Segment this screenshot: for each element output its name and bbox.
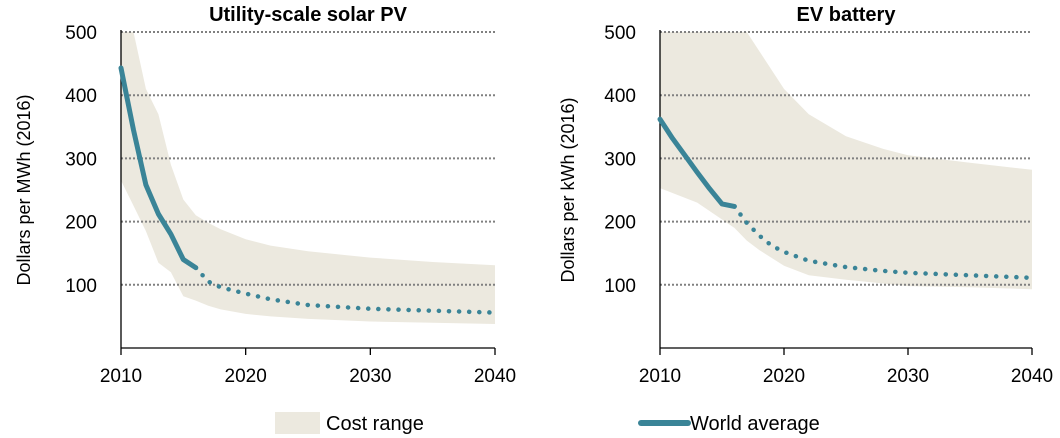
legend: Cost range World average xyxy=(275,412,820,435)
y-tick-label: 200 xyxy=(65,213,97,234)
y-axis-label: Dollars per kWh (2016) xyxy=(558,97,578,282)
chart-panel-1: 2010 2020 2030 2040 100 200 300 400 500 Dollars p… xyxy=(14,4,516,387)
y-tick-label: 300 xyxy=(604,149,636,170)
x-tick-label: 2030 xyxy=(887,366,929,387)
x-tick-label: 2030 xyxy=(349,366,391,387)
y-tick-label: 100 xyxy=(604,276,636,297)
x-tick-label: 2010 xyxy=(639,366,681,387)
world-average-historical-line xyxy=(657,116,737,209)
y-tick-label: 500 xyxy=(604,23,636,44)
y-tick-label: 300 xyxy=(65,149,97,170)
y-tick-label: 400 xyxy=(604,86,636,107)
y-tick-label: 400 xyxy=(65,86,97,107)
legend-label-world-average: World average xyxy=(690,413,820,435)
x-tick-label: 2010 xyxy=(100,366,142,387)
chart-panel-2: 2010 2020 2030 2040 100 200 300 400 500 Dollars p… xyxy=(558,4,1053,387)
legend-swatch-cost-range xyxy=(275,412,320,434)
legend-label-cost-range: Cost range xyxy=(326,413,424,435)
x-tick-label: 2020 xyxy=(225,366,267,387)
x-tick-label: 2020 xyxy=(763,366,805,387)
world-average-projection-line xyxy=(732,204,1035,281)
cost-range-band xyxy=(660,32,1032,290)
y-axis-label: Dollars per MWh (2016) xyxy=(14,94,34,285)
y-tick-label: 100 xyxy=(65,276,97,297)
x-tick-label: 2040 xyxy=(1011,366,1053,387)
chart-title: EV battery xyxy=(797,4,897,26)
y-tick-label: 200 xyxy=(604,213,636,234)
cost-range-band xyxy=(121,32,495,324)
chart-title: Utility-scale solar PV xyxy=(209,4,408,26)
x-tick-label: 2040 xyxy=(474,366,516,387)
y-tick-label: 500 xyxy=(65,23,97,44)
world-average-historical-line xyxy=(118,65,199,271)
